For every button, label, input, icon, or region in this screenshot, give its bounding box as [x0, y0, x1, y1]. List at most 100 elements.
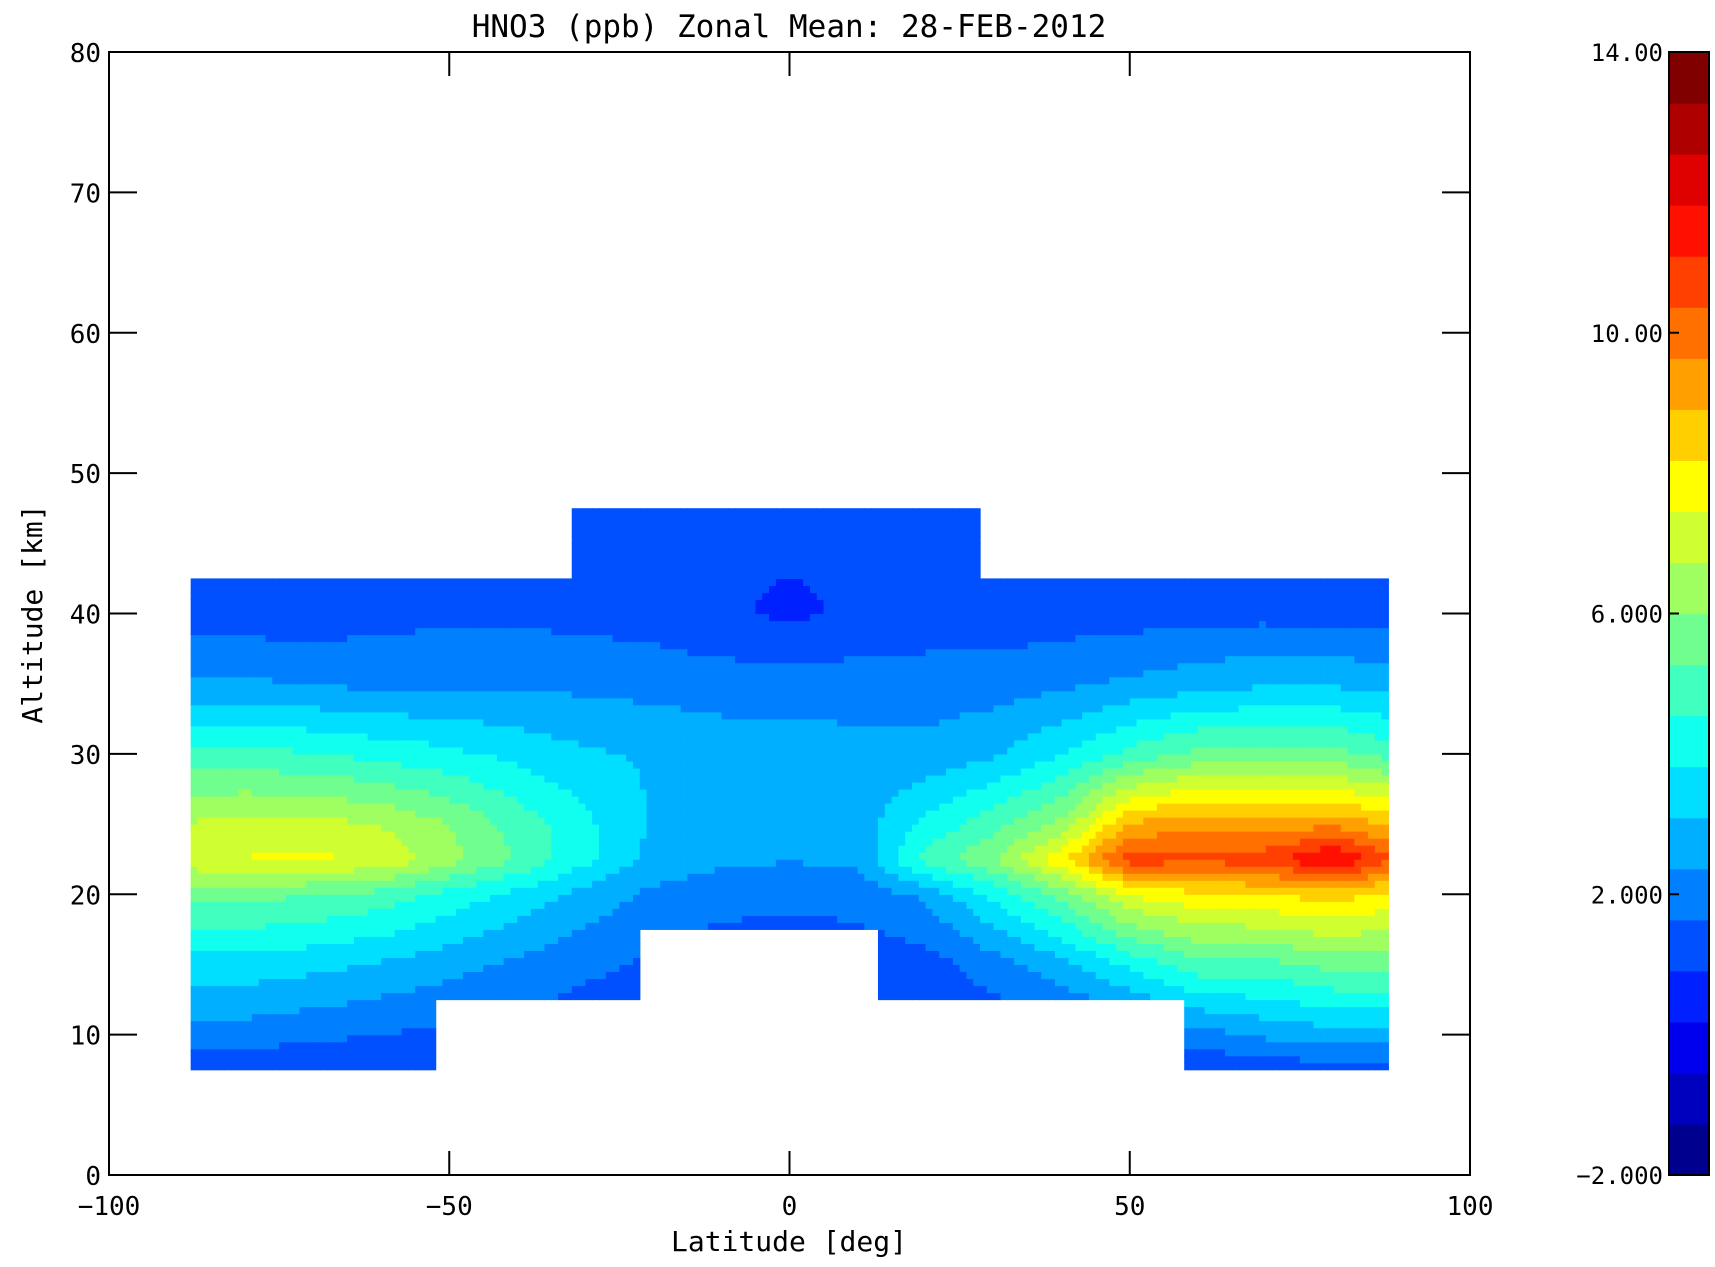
heat-cell — [667, 669, 675, 678]
heat-cell — [258, 1034, 267, 1043]
heat-cell — [388, 711, 396, 720]
heat-cell — [687, 648, 695, 657]
heat-cell — [217, 781, 226, 790]
heat-cell — [381, 585, 389, 594]
heat-cell — [265, 739, 273, 748]
heat-cell — [353, 908, 362, 916]
heat-cell — [313, 697, 321, 706]
heat-cell — [415, 655, 423, 664]
heat-cell — [217, 648, 226, 657]
heat-cell — [333, 774, 341, 783]
heat-cell — [544, 788, 552, 797]
heat-cell — [245, 866, 253, 874]
heat-cell — [660, 859, 668, 867]
heat-cell — [585, 852, 593, 860]
heat-cell — [496, 992, 505, 1001]
heat-cell — [422, 929, 430, 937]
heat-cell — [381, 711, 389, 720]
heat-cell — [701, 894, 709, 902]
heat-cell — [626, 992, 634, 1001]
heat-cell — [319, 810, 328, 818]
heat-cell — [190, 866, 199, 874]
heat-cell — [510, 704, 518, 713]
heat-cell — [428, 739, 437, 748]
heat-cell — [197, 817, 205, 825]
heat-cell — [245, 845, 253, 853]
heat-cell — [197, 620, 205, 629]
heat-cell — [381, 1013, 389, 1022]
heat-cell — [231, 1027, 239, 1036]
heat-cell — [544, 908, 552, 916]
heat-cell — [360, 985, 369, 994]
heat-cell — [524, 964, 532, 973]
heat-cell — [204, 1041, 212, 1050]
heat-cell — [660, 648, 668, 657]
heat-cell — [483, 711, 491, 720]
heat-cell — [428, 683, 437, 692]
heat-cell — [530, 711, 539, 720]
heat-cell — [503, 866, 512, 874]
heat-cell — [190, 992, 199, 1001]
heat-cell — [231, 1048, 239, 1057]
coverage-region — [639, 508, 879, 930]
heat-cell — [558, 985, 566, 994]
heat-cell — [204, 859, 212, 867]
heat-cell — [401, 992, 410, 1001]
heat-cell — [367, 592, 375, 601]
heat-cell — [646, 760, 654, 769]
heat-cell — [632, 866, 641, 874]
heat-cell — [558, 718, 566, 727]
heat-cell — [211, 1013, 219, 1022]
heat-cell — [238, 627, 246, 636]
heat-cell — [245, 788, 253, 797]
heat-cell — [653, 599, 661, 608]
heat-cell — [272, 929, 280, 937]
heat-cell — [496, 985, 505, 994]
heat-cell — [197, 788, 205, 797]
heat-cell — [401, 781, 410, 790]
heat-cell — [660, 683, 668, 692]
heat-cell — [231, 592, 239, 601]
heat-cell — [415, 1055, 423, 1064]
heat-cell — [190, 1027, 199, 1036]
heat-cell — [503, 662, 512, 671]
heat-cell — [476, 978, 484, 987]
heat-cell — [578, 964, 586, 973]
heat-cell — [551, 817, 559, 825]
heat-cell — [245, 697, 253, 706]
heat-cell — [639, 676, 648, 685]
heat-cell — [272, 662, 280, 671]
heat-cell — [251, 669, 260, 678]
heat-cell — [646, 922, 654, 930]
heat-cell — [279, 831, 287, 839]
heat-cell — [456, 957, 464, 966]
heat-cell — [326, 866, 335, 874]
heat-cell — [660, 774, 668, 783]
heat-cell — [612, 908, 620, 916]
heat-cell — [517, 753, 525, 762]
heat-cell — [360, 971, 369, 980]
heat-cell — [476, 599, 484, 608]
heat-cell — [571, 795, 580, 804]
heat-cell — [544, 676, 552, 685]
heat-cell — [503, 767, 512, 776]
heat-cell — [592, 529, 600, 537]
heat-cell — [394, 957, 403, 966]
heat-cell — [694, 718, 702, 727]
heat-cell — [646, 788, 654, 797]
heat-cell — [667, 859, 675, 867]
heat-cell — [605, 669, 614, 678]
heat-cell — [347, 746, 355, 755]
heat-cell — [340, 774, 348, 783]
heat-cell — [394, 859, 403, 867]
heat-cell — [667, 767, 675, 776]
heat-cell — [428, 950, 437, 959]
heat-cell — [503, 774, 512, 783]
heat-cell — [285, 655, 294, 664]
heat-cell — [564, 704, 573, 713]
heat-cell — [251, 739, 260, 748]
heat-cell — [564, 753, 573, 762]
heat-cell — [578, 732, 586, 741]
heat-cell — [285, 704, 294, 713]
heat-cell — [326, 767, 335, 776]
